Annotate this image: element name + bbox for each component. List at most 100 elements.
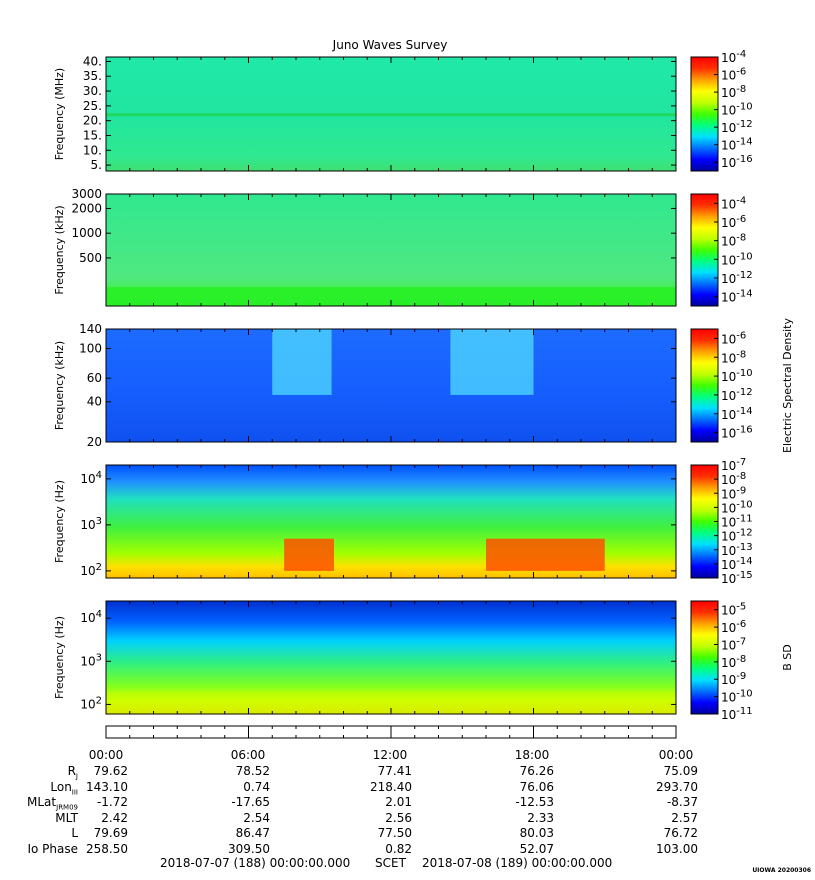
tick-label: 10-8 — [721, 349, 746, 365]
time-tick-label: 00:00 — [88, 748, 124, 762]
colorbar — [690, 464, 719, 579]
ephemeris-row-label: LonIII — [50, 779, 78, 796]
tick-label: 10-6 — [721, 619, 746, 635]
tick-label: 60 — [87, 371, 102, 385]
tick-label: 40 — [87, 395, 102, 409]
tick-label: 40. — [83, 54, 102, 68]
ephemeris-value: 2.33 — [527, 810, 554, 825]
chart-title: Juno Waves Survey — [332, 38, 448, 52]
tick-label: 10-4 — [721, 195, 746, 211]
time-tick-label: 18:00 — [514, 748, 550, 762]
tick-label: 10-7 — [721, 636, 746, 652]
tick-label: 10-5 — [721, 602, 746, 618]
ephemeris-value: 52.07 — [519, 841, 554, 856]
ephemeris-value: 2.42 — [101, 810, 128, 825]
y-axis-label: Frequency (Hz) — [53, 480, 66, 563]
emission-feature — [272, 329, 332, 395]
tick-label: 10-14 — [721, 556, 753, 572]
ephemeris-value: 218.40 — [370, 779, 412, 794]
tick-label: 10-10 — [721, 499, 753, 515]
tick-label: 10-11 — [721, 706, 753, 722]
ephemeris-value: 0.82 — [385, 841, 412, 856]
ephemeris-value: 79.69 — [93, 826, 128, 840]
tick-label: 10-4 — [721, 49, 746, 65]
ephemeris-row-label: RJ — [67, 764, 78, 781]
tick-label: 103 — [80, 516, 102, 532]
colorbar — [690, 193, 719, 307]
ephemeris-row-label: MLT — [55, 810, 78, 825]
tick-label: 10-8 — [721, 654, 746, 670]
ephemeris-value: 79.62 — [93, 764, 128, 778]
tick-label: 102 — [80, 562, 102, 578]
ephemeris-row-label: MLatJRM09 — [27, 795, 78, 812]
ephemeris-value: 78.52 — [235, 764, 270, 778]
tick-label: 35. — [83, 69, 102, 83]
ephemeris-value: 293.70 — [656, 779, 698, 794]
tick-label: 10-9 — [721, 671, 746, 687]
ephemeris-value: 77.50 — [377, 826, 412, 840]
tick-label: 10-7 — [721, 457, 746, 473]
tick-label: 15. — [83, 128, 102, 142]
colorbar-label: Electric Spectral Density — [781, 318, 794, 453]
emission-feature — [450, 329, 534, 395]
ephemeris-row-label: L — [71, 826, 78, 840]
ephemeris-value: 258.50 — [86, 841, 128, 856]
tick-label: 20. — [83, 114, 102, 128]
spectrogram-image — [106, 329, 676, 442]
colorbar — [690, 56, 719, 172]
tick-label: 10-14 — [721, 289, 753, 305]
panel-1: 40.35.30.25.20.15.10.5. Frequency (MHz) 10… — [53, 49, 753, 172]
colorbar — [690, 600, 719, 715]
ephemeris-value: 2.57 — [671, 810, 698, 825]
tick-label: 10-10 — [721, 102, 753, 118]
tick-label: 10. — [83, 143, 102, 157]
y-axis-label: Frequency (kHz) — [53, 205, 66, 294]
tick-label: 10-6 — [721, 330, 746, 346]
footer-scet-label: SCET — [375, 856, 406, 870]
panel-4: 104 103 102 Frequency (Hz) 10-710-810-910-10… — [53, 457, 753, 586]
tick-label: 10-16 — [721, 154, 753, 170]
emission-feature — [284, 538, 334, 571]
tick-label: 140 — [79, 322, 102, 336]
ephemeris-value: -8.37 — [666, 795, 698, 809]
tick-label: 10-12 — [721, 119, 753, 135]
tick-label: 100 — [79, 342, 102, 356]
ephemeris-value: -1.72 — [96, 795, 128, 809]
tick-label: 10-12 — [721, 387, 753, 403]
emission-feature — [486, 538, 605, 571]
tick-label: 10-6 — [721, 214, 746, 230]
ephemeris-value: 76.26 — [519, 764, 554, 778]
ephemeris-value: -17.65 — [231, 795, 270, 809]
tick-label: 10-15 — [721, 570, 753, 586]
tick-label: 104 — [80, 470, 102, 486]
tick-label: 103 — [80, 652, 102, 668]
tick-label: 10-11 — [721, 514, 753, 530]
tick-label: 3000 — [71, 187, 102, 201]
ephemeris-value: 309.50 — [228, 841, 270, 856]
ephemeris-value: 86.47 — [235, 826, 270, 840]
time-tick-label: 00:00 — [658, 748, 694, 762]
ephemeris-value: 77.41 — [377, 764, 412, 778]
tick-label: 10-6 — [721, 67, 746, 83]
tick-label: 10-12 — [721, 528, 753, 544]
tick-label: 10-10 — [721, 689, 753, 705]
time-axis — [105, 725, 677, 739]
tick-label: 2000 — [71, 201, 102, 215]
ephemeris-value: 80.03 — [519, 826, 554, 840]
tick-label: 10-13 — [721, 542, 753, 558]
tick-label: 10-16 — [721, 425, 753, 441]
tick-label: 25. — [83, 99, 102, 113]
colorbar — [690, 328, 719, 443]
panel-3: 140 100 60 40 20 Frequency (kHz) 10-6 10-8 10-10… — [53, 318, 794, 453]
time-tick-label: 12:00 — [372, 748, 408, 762]
ephemeris-value: 76.72 — [663, 826, 698, 840]
footer-start-time: 2018-07-07 (188) 00:00:00.000 — [160, 856, 351, 870]
ephemeris-value: 143.10 — [86, 779, 128, 794]
footer-end-time: 2018-07-08 (189) 00:00:00.000 — [422, 856, 613, 870]
source-stamp: UIOWA 20200306 — [752, 867, 811, 874]
tick-label: 10-12 — [721, 270, 753, 286]
ephemeris-value: 103.00 — [656, 841, 698, 856]
ephemeris-value: -12.53 — [515, 795, 554, 809]
